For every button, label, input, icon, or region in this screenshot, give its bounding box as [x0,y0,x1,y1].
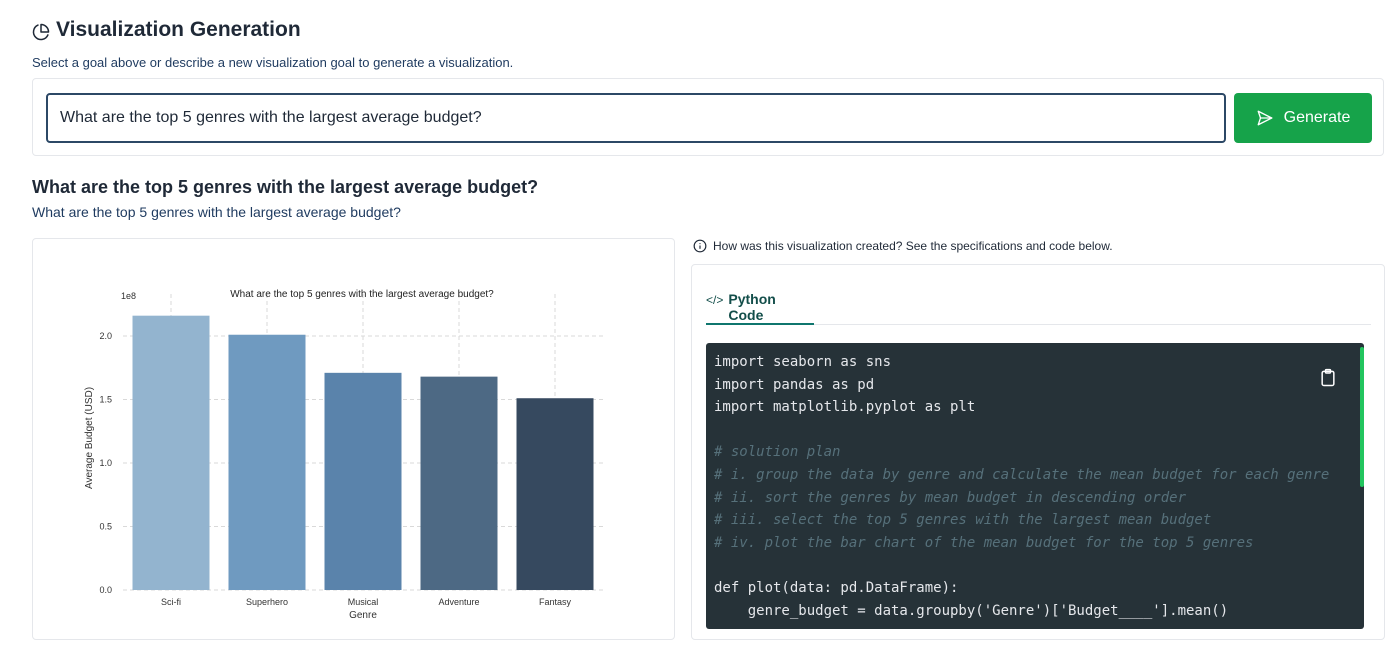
tab-python-code-label: Python Code [728,291,776,323]
code-scrollbar[interactable] [1360,347,1364,487]
page-title: Visualization Generation [32,18,301,42]
info-line: How was this visualization created? See … [693,239,1113,253]
code-line: import pandas as pd [714,376,875,393]
code-block: import seaborn as sns import pandas as pd… [706,343,1364,629]
code-line: def plot(data: pd.DataFrame): [714,579,959,596]
code-icon: </> [706,293,724,307]
y-tick-label: 1.5 [99,395,112,405]
chart-title: What are the top 5 genres with the large… [230,289,494,300]
bar [516,398,594,590]
code-line: # iv. plot the bar chart of the mean bud… [714,534,1254,551]
code-tab-bar: </> Python Code [706,291,1371,325]
code-lines: import seaborn as sns import pandas as pd… [714,351,1329,622]
goal-panel: Generate [32,78,1384,156]
code-line [714,419,1329,442]
code-line [714,554,1329,577]
page-subtitle: Select a goal above or describe a new vi… [32,55,514,70]
generate-button-label: Generate [1283,109,1351,126]
x-tick-label: Superhero [246,597,288,607]
code-line: # i. group the data by genre and calcula… [714,466,1330,483]
x-tick-label: Sci-fi [161,597,181,607]
y-tick-label: 2.0 [99,331,112,341]
y-scale-label: 1e8 [121,291,136,301]
x-tick-label: Adventure [438,597,479,607]
bar [132,315,210,590]
bar [228,334,306,590]
bar [420,376,498,590]
copy-icon[interactable] [1318,367,1338,389]
code-line: import seaborn as sns [714,354,892,370]
info-text: How was this visualization created? See … [713,239,1113,253]
visualization-subheading: What are the top 5 genres with the large… [32,204,401,220]
code-line: # iii. select the top 5 genres with the … [714,512,1212,529]
generate-button[interactable]: Generate [1234,93,1372,143]
tab-python-code[interactable]: </> Python Code [706,291,814,325]
code-line: # ii. sort the genres by mean budget in … [714,489,1187,506]
y-tick-label: 0.5 [99,522,112,532]
y-axis-label: Average Budget (USD) [84,387,95,489]
code-line: genre_budget = data.groupby('Genre')['Bu… [714,602,1229,619]
code-line: import matplotlib.pyplot as plt [714,399,976,416]
goal-input[interactable] [46,93,1226,143]
y-tick-label: 0.0 [99,585,112,595]
x-tick-label: Fantasy [539,597,572,607]
info-icon [693,239,707,253]
y-tick-label: 1.0 [99,458,112,468]
bar [324,372,402,590]
chart-card: 0.0 0.5 1.0 1.5 2.0 Sci-fi Superhero Musical Adv… [32,238,675,640]
code-card: </> Python Code import seaborn as sns imp… [691,264,1385,640]
page-title-text: Visualization Generation [56,18,301,41]
bar-chart: 0.0 0.5 1.0 1.5 2.0 Sci-fi Superhero Musical Adv… [84,289,603,621]
code-line: # solution plan [714,444,841,461]
x-axis-label: Genre [349,610,377,621]
x-tick-label: Musical [348,597,379,607]
chart-pie-icon [32,23,50,41]
send-icon [1257,110,1273,126]
visualization-heading: What are the top 5 genres with the large… [32,177,539,197]
